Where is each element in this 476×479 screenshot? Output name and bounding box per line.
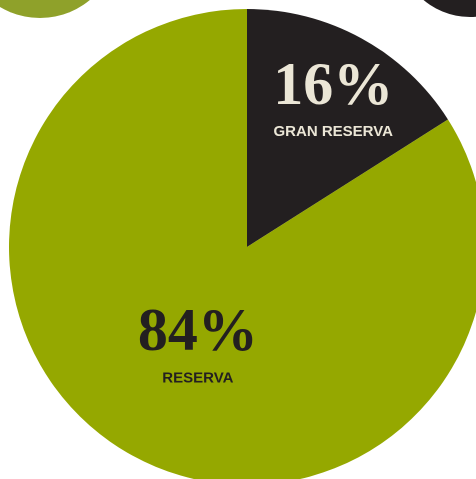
labels: 16% GRAN RESERVA 84% RESERVA [138,51,393,386]
decor-circle [423,0,476,17]
pie [9,9,476,479]
value-label: 16% [273,51,393,117]
pie-slice [9,9,476,479]
value-label: 84% [138,297,258,363]
pie-slice [247,9,448,247]
decor-circle [0,0,90,18]
category-label: RESERVA [162,369,233,386]
category-label: GRAN RESERVA [273,123,393,140]
